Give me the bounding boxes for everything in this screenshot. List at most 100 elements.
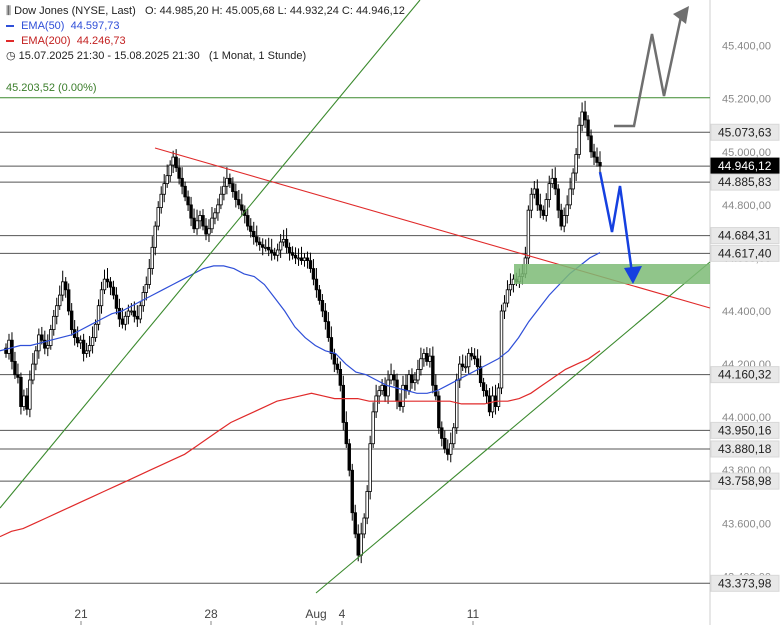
candle-body xyxy=(96,305,101,325)
ema50-line xyxy=(0,252,601,394)
candle-body xyxy=(228,177,232,185)
candle-body xyxy=(201,215,205,227)
candle-body xyxy=(222,185,226,195)
green-channel-upper[interactable] xyxy=(0,0,421,509)
candle-body xyxy=(344,422,348,445)
candle-body xyxy=(31,363,35,381)
candle-body xyxy=(496,387,501,407)
candle-body xyxy=(556,188,560,211)
candle-body xyxy=(102,278,107,291)
ema200-label: EMA(200) xyxy=(21,35,71,47)
candle-body xyxy=(469,353,474,357)
candle-body xyxy=(481,382,486,392)
candle-body xyxy=(43,339,47,349)
candle-body xyxy=(213,212,217,219)
candle-body xyxy=(413,379,417,384)
candle-body xyxy=(353,512,357,535)
ema50-swatch xyxy=(6,25,14,28)
candle-body xyxy=(395,379,399,402)
ema50-value: 44.597,73 xyxy=(70,20,120,32)
candle-body xyxy=(240,204,244,211)
level-price-box xyxy=(710,421,780,439)
y-tick-label: 44.800,00 xyxy=(722,200,771,212)
candle-body xyxy=(275,249,280,256)
green-channel-lower[interactable] xyxy=(315,261,711,594)
candle-body xyxy=(269,249,274,254)
candle-body xyxy=(111,286,116,296)
candle-body xyxy=(210,217,214,230)
candle-body xyxy=(410,374,414,384)
candle-body xyxy=(263,246,268,249)
candle-body xyxy=(52,315,56,330)
candle-body xyxy=(258,241,262,246)
ema200-line xyxy=(0,350,601,538)
candle-body xyxy=(487,395,492,413)
candle-body xyxy=(526,209,531,259)
candle-body xyxy=(320,300,325,312)
candle-body xyxy=(204,225,208,235)
candle-body xyxy=(78,339,83,344)
candle-body xyxy=(562,215,566,227)
candle-body xyxy=(90,337,95,346)
candle-body xyxy=(550,177,554,185)
candle-body xyxy=(559,209,563,227)
ema200-swatch xyxy=(6,40,14,43)
candle-body xyxy=(75,337,80,344)
level-price-label: 43.880,18 xyxy=(718,442,772,456)
candle-body xyxy=(25,395,29,410)
candle-body xyxy=(165,175,169,185)
level-price-label: 43.758,98 xyxy=(718,474,772,488)
level-price-label: 43.373,98 xyxy=(718,576,772,590)
candle-body xyxy=(171,156,175,166)
level-price-box xyxy=(710,366,780,384)
candle-body xyxy=(490,395,495,413)
candle-body xyxy=(365,491,369,519)
candle-body xyxy=(126,310,131,317)
candle-body xyxy=(529,193,534,211)
candle-body xyxy=(272,252,277,256)
legend-range-row: ◷ 15.07.2025 21:30 - 15.08.2025 21:30 (1… xyxy=(6,49,405,64)
candle-body xyxy=(380,384,384,392)
level-price-box xyxy=(710,440,780,458)
candle-body xyxy=(553,177,557,190)
candle-body xyxy=(577,124,581,155)
candle-body xyxy=(401,384,405,407)
candle-body xyxy=(478,366,483,384)
level-price-box xyxy=(710,472,780,490)
candle-body xyxy=(335,363,340,370)
candle-body xyxy=(159,193,163,208)
candle-body xyxy=(347,443,351,471)
forecast-bearish-arrowhead xyxy=(624,266,642,284)
candle-body xyxy=(120,318,125,325)
support-zone[interactable] xyxy=(514,264,710,284)
candle-body xyxy=(84,350,89,354)
legend-symbol-row: ⫼ Dow Jones (NYSE, Last) O: 44.985,20 H:… xyxy=(6,4,405,19)
candle-body xyxy=(34,350,38,365)
candle-body xyxy=(589,135,593,153)
candle-body xyxy=(458,363,462,381)
candle-body xyxy=(219,193,223,206)
level-price-box xyxy=(710,574,780,592)
interval-label: (1 Monat, 1 Stunde) xyxy=(208,50,307,62)
candle-body xyxy=(538,204,543,211)
candle-body xyxy=(377,390,381,397)
candle-body xyxy=(428,355,432,362)
candle-body xyxy=(368,443,372,492)
candle-body xyxy=(162,183,166,195)
candle-body xyxy=(323,310,328,323)
candle-body xyxy=(249,225,253,232)
candle-body xyxy=(440,427,444,439)
ema200-value: 44.246,73 xyxy=(76,35,126,47)
level-price-label: 44.946,12 xyxy=(718,159,772,173)
candles-icon: ⫼ xyxy=(6,5,12,17)
candle-body xyxy=(463,366,468,369)
candle-body xyxy=(535,188,540,206)
x-tick-label: 28 xyxy=(204,607,218,621)
candle-body xyxy=(132,310,137,317)
candle-body xyxy=(144,284,148,293)
candle-body xyxy=(574,154,578,174)
candle-body xyxy=(586,119,590,137)
candle-body xyxy=(532,188,537,195)
clock-icon: ◷ xyxy=(6,50,16,62)
